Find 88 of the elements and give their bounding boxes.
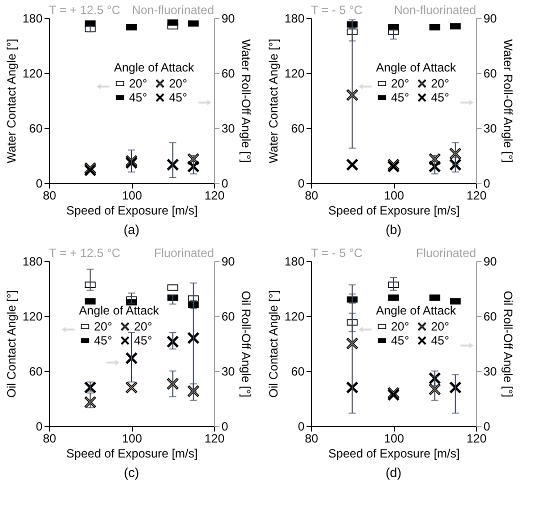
x-tick-label: 100 xyxy=(122,188,142,202)
text: (a) xyxy=(124,222,140,237)
x-tick-label: 120 xyxy=(466,432,487,446)
y2-axis-title: Oil Roll-Off Angle [°] xyxy=(500,290,515,398)
y2-axis-title: Water Roll-Off Angle [°] xyxy=(238,39,253,163)
y-tick-label: 180 xyxy=(284,254,305,268)
x-tick-label: 120 xyxy=(204,432,225,446)
y2-tick-label: 60 xyxy=(484,310,498,324)
y2-tick-label: 30 xyxy=(222,364,236,378)
y-tick-label: 120 xyxy=(22,310,43,324)
y-tick-label: 0 xyxy=(298,176,305,190)
y2-tick-label: 0 xyxy=(222,176,228,190)
y-tick-label: 60 xyxy=(291,122,305,136)
legend-label: 20° xyxy=(431,76,450,91)
y-axis-title: Water Contact Angle [°] xyxy=(266,38,280,164)
x-axis-title: Speed of Exposure [m/s] xyxy=(328,204,460,218)
y-tick-label: 60 xyxy=(291,364,305,378)
legend-label: 45° xyxy=(431,90,450,105)
y-tick-label: 0 xyxy=(36,176,43,190)
y2-tick-label: 60 xyxy=(222,310,236,324)
legend-label: 20° xyxy=(391,320,410,334)
y2-axis-title: Water Roll-Off Angle [°] xyxy=(500,39,515,163)
x-tick-label: 100 xyxy=(122,432,142,446)
legend-label: 20° xyxy=(134,320,152,334)
legend-label: 45° xyxy=(169,90,188,105)
y-axis-title: Oil Contact Angle [°] xyxy=(4,290,18,398)
legend-label: 45° xyxy=(129,90,148,105)
x-axis-title: Speed of Exposure [m/s] xyxy=(328,446,460,460)
x-axis-title: Speed of Exposure [m/s] xyxy=(66,446,198,460)
legend-label: 20° xyxy=(129,76,148,91)
y2-tick-label: 60 xyxy=(484,66,498,80)
x-tick-label: 80 xyxy=(42,432,56,446)
y-tick-label: 120 xyxy=(284,310,305,324)
text: (d) xyxy=(386,465,402,480)
legend-label: 45° xyxy=(431,334,450,348)
y2-tick-label: 30 xyxy=(222,122,236,136)
legend-label: 20° xyxy=(391,76,410,91)
text: Non-fluorinated xyxy=(132,3,214,17)
x-tick-label: 80 xyxy=(304,432,318,446)
y-tick-label: 180 xyxy=(22,254,43,268)
x-tick-label: 120 xyxy=(204,188,225,202)
y2-tick-label: 90 xyxy=(222,254,236,268)
legend-label: 45° xyxy=(94,334,112,348)
x-tick-label: 120 xyxy=(466,188,487,202)
text: T = - 5 °C xyxy=(311,246,363,260)
y2-tick-label: 90 xyxy=(484,254,498,268)
legend-label: 45° xyxy=(391,334,410,348)
legend-label: 45° xyxy=(134,334,152,348)
y2-tick-label: 90 xyxy=(484,12,498,26)
text: (b) xyxy=(386,222,402,237)
y2-tick-label: 60 xyxy=(222,66,236,80)
y-tick-label: 180 xyxy=(284,12,305,26)
text: Fluorinated xyxy=(416,246,476,260)
y-tick-label: 0 xyxy=(298,420,305,434)
y-tick-label: 120 xyxy=(22,66,43,80)
y-tick-label: 120 xyxy=(284,66,305,80)
text: T = - 5 °C xyxy=(311,3,363,17)
x-tick-label: 80 xyxy=(304,188,318,202)
y2-tick-label: 0 xyxy=(222,420,228,434)
x-axis-title: Speed of Exposure [m/s] xyxy=(66,204,198,218)
y-axis-title: Water Contact Angle [°] xyxy=(4,38,18,164)
legend-title: Angle of Attack xyxy=(114,60,196,75)
legend-title: Angle of Attack xyxy=(79,304,160,318)
text: T = + 12.5 °C xyxy=(49,246,121,260)
x-tick-label: 100 xyxy=(384,188,404,202)
legend-title: Angle of Attack xyxy=(376,304,458,318)
y-tick-label: 60 xyxy=(29,122,43,136)
text: Fluorinated xyxy=(154,246,214,260)
text: T = + 12.5 °C xyxy=(49,3,121,17)
legend-label: 20° xyxy=(431,320,450,334)
legend-label: 45° xyxy=(391,90,410,105)
text: (c) xyxy=(124,465,140,480)
text: Non-fluorinated xyxy=(394,3,476,17)
y2-tick-label: 30 xyxy=(484,364,498,378)
y2-tick-label: 0 xyxy=(484,176,490,190)
y-tick-label: 0 xyxy=(36,420,43,434)
x-tick-label: 100 xyxy=(384,432,404,446)
legend-label: 20° xyxy=(169,76,188,91)
legend-title: Angle of Attack xyxy=(376,60,458,75)
legend-label: 20° xyxy=(94,320,112,334)
y-tick-label: 180 xyxy=(22,12,43,26)
y2-tick-label: 90 xyxy=(222,12,236,26)
y2-tick-label: 0 xyxy=(484,420,490,434)
x-tick-label: 80 xyxy=(42,188,56,202)
y-tick-label: 60 xyxy=(29,364,43,378)
y2-tick-label: 30 xyxy=(484,122,498,136)
y-axis-title: Oil Contact Angle [°] xyxy=(266,290,280,398)
y2-axis-title: Oil Roll-Off Angle [°] xyxy=(238,290,253,398)
